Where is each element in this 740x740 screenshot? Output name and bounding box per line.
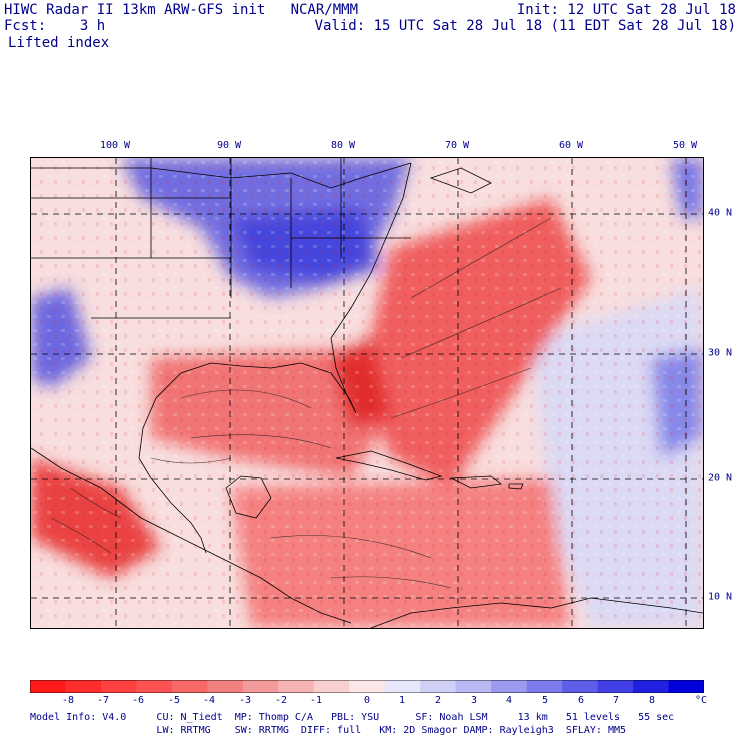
valid-time: Valid: 15 UTC Sat 28 Jul 18 (11 EDT Sat … — [314, 18, 736, 34]
colorbar-swatch — [526, 680, 563, 693]
colorbar-tick-label: 5 — [541, 695, 549, 706]
colorbar-unit: °C — [694, 695, 708, 706]
coastlines-and-borders — [31, 158, 703, 628]
colorbar-swatch — [313, 680, 350, 693]
colorbar-tick-label: 2 — [434, 695, 442, 706]
lifted-index-map — [30, 157, 704, 629]
colorbar-swatch — [278, 680, 315, 693]
colorbar-swatch — [171, 680, 208, 693]
lon-label: 70 W — [444, 140, 470, 151]
colorbar-swatch — [30, 680, 66, 693]
cuba — [335, 450, 443, 481]
colorbar — [30, 680, 704, 693]
model-info-line-2: LW: RRTMG SW: RRTMG DIFF: full KM: 2D Sm… — [30, 725, 627, 736]
south-america-coast — [370, 597, 703, 628]
lat-label: 20 N — [708, 472, 733, 484]
mexico-coast — [31, 447, 352, 624]
colorbar-tick-label: -7 — [96, 695, 110, 706]
lon-label: 50 W — [672, 140, 698, 151]
lon-label: 60 W — [558, 140, 584, 151]
colorbar-swatch — [668, 680, 704, 693]
state-borders — [31, 158, 411, 319]
colorbar-tick-label: 6 — [577, 695, 585, 706]
colorbar-tick-label: -4 — [202, 695, 216, 706]
colorbar-swatch — [384, 680, 421, 693]
lon-label: 90 W — [216, 140, 242, 151]
colorbar-tick-label: -3 — [238, 695, 252, 706]
colorbar-swatch — [420, 680, 457, 693]
colorbar-swatch — [491, 680, 528, 693]
colorbar-tick-label: 4 — [505, 695, 513, 706]
colorbar-swatch — [597, 680, 634, 693]
canada-border — [31, 162, 412, 189]
colorbar-tick-label: -6 — [131, 695, 145, 706]
lifted-index-contours — [50, 217, 562, 589]
colorbar-tick-label: 3 — [470, 695, 478, 706]
init-time: Init: 12 UTC Sat 28 Jul 18 — [516, 2, 736, 18]
model-title: HIWC Radar II 13km ARW-GFS init NCAR/MMM — [4, 2, 359, 18]
lon-label: 80 W — [330, 140, 356, 151]
colorbar-swatch — [562, 680, 599, 693]
lat-lon-grid — [31, 158, 703, 628]
lon-label: 100 W — [99, 140, 131, 151]
hispaniola — [449, 475, 502, 489]
forecast-hour: Fcst: 3 h — [4, 18, 106, 34]
lat-label: 10 N — [708, 591, 733, 603]
us-east-coast — [138, 162, 412, 554]
colorbar-tick-label: 1 — [398, 695, 406, 706]
colorbar-swatch — [136, 680, 173, 693]
colorbar-tick-label: -2 — [274, 695, 288, 706]
field-texture — [31, 158, 703, 628]
puerto-rico — [508, 483, 524, 490]
nova-scotia — [429, 167, 492, 194]
colorbar-swatch — [633, 680, 670, 693]
colorbar-tick-label: -1 — [309, 695, 323, 706]
field-name: Lifted index — [8, 35, 110, 51]
colorbar-tick-label: -8 — [61, 695, 75, 706]
lat-label: 40 N — [708, 207, 733, 219]
colorbar-tick-label: 7 — [612, 695, 620, 706]
colorbar-swatch — [65, 680, 102, 693]
model-info-line-1: Model Info: V4.0 CU: N_Tiedt MP: Thomp C… — [30, 712, 675, 723]
colorbar-tick-label: 8 — [648, 695, 656, 706]
colorbar-swatch — [455, 680, 492, 693]
colorbar-swatch — [100, 680, 137, 693]
yucatan — [225, 475, 272, 519]
colorbar-swatch — [349, 680, 386, 693]
colorbar-tick-label: 0 — [363, 695, 371, 706]
colorbar-tick-label: -5 — [167, 695, 181, 706]
colorbar-swatch — [207, 680, 244, 693]
colorbar-swatch — [242, 680, 279, 693]
lat-label: 30 N — [708, 347, 733, 359]
